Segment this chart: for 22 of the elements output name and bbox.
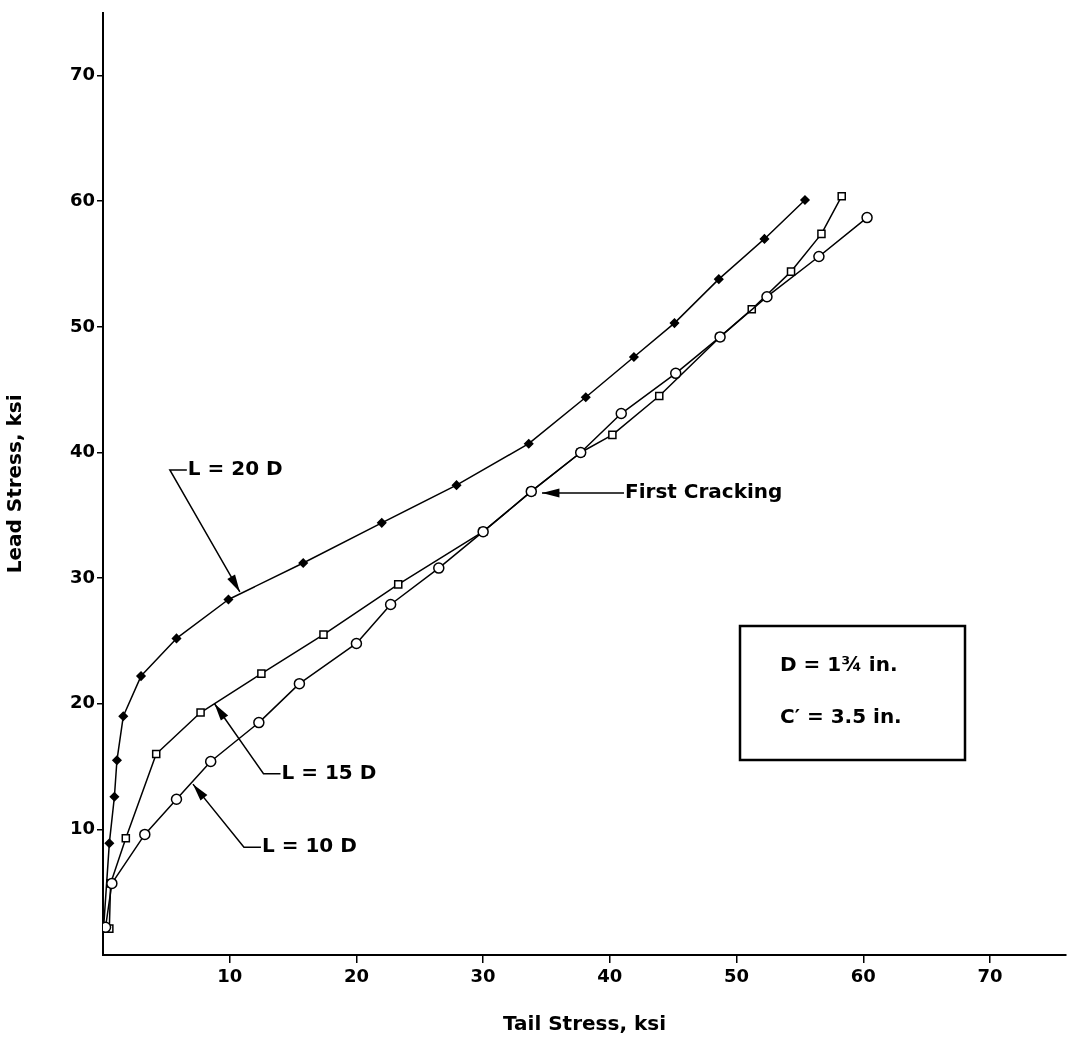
y-axis-title: Lead Stress, ksi bbox=[2, 394, 27, 574]
x-tick-label: 60 bbox=[850, 965, 876, 987]
x-tick-label: 70 bbox=[977, 965, 1003, 987]
y-tick-label: 70 bbox=[69, 63, 95, 85]
x-tick-label: 30 bbox=[470, 965, 496, 987]
y-tick-label: 50 bbox=[69, 314, 95, 336]
x-tick-label: 50 bbox=[724, 965, 750, 987]
y-tick-label: 20 bbox=[69, 691, 95, 713]
annotation: L = 20 D bbox=[187, 456, 283, 481]
annotation: L = 10 D bbox=[261, 833, 357, 858]
annotation: D = 1¾ in. bbox=[780, 652, 898, 677]
annotation: L = 15 D bbox=[281, 759, 377, 784]
x-tick-label: 10 bbox=[217, 965, 243, 987]
y-tick-label: 60 bbox=[69, 188, 95, 210]
x-tick-label: 20 bbox=[343, 965, 369, 987]
annotation: First Cracking bbox=[625, 479, 783, 504]
x-axis-title: Tail Stress, ksi bbox=[502, 1011, 667, 1036]
y-tick-label: 10 bbox=[69, 817, 95, 839]
annotation: C′ = 3.5 in. bbox=[780, 704, 902, 729]
x-tick-label: 40 bbox=[597, 965, 623, 987]
y-tick-label: 30 bbox=[69, 565, 95, 587]
y-tick-label: 40 bbox=[69, 440, 95, 462]
